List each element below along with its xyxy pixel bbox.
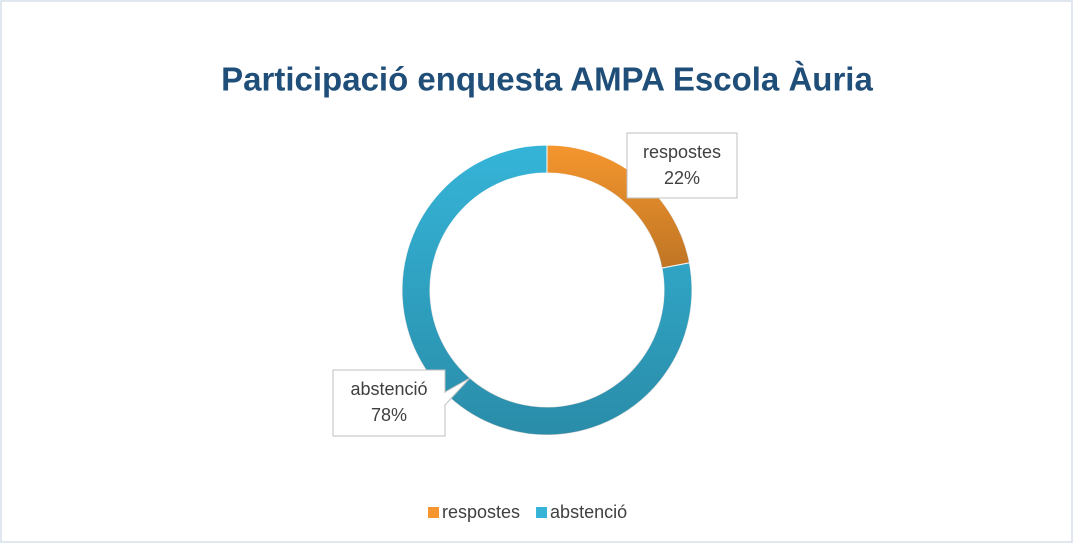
legend-swatch [428,507,439,518]
legend-label: respostes [442,502,520,522]
callout-value: 22% [664,168,700,188]
callout-category: respostes [643,142,721,162]
callout-value: 78% [371,405,407,425]
legend-swatch [536,507,548,518]
chart-title: Participació enquesta AMPA Escola Àuria [221,61,873,98]
legend-label: abstenció [550,502,627,522]
donut [401,144,693,436]
labels: respostes 22% abstenció 78% [332,132,738,437]
segment-shade [547,145,690,269]
callout-box [332,369,446,437]
legend: respostes abstenció [428,502,627,522]
callout-box [626,132,738,199]
callout-category: abstenció [350,379,427,399]
